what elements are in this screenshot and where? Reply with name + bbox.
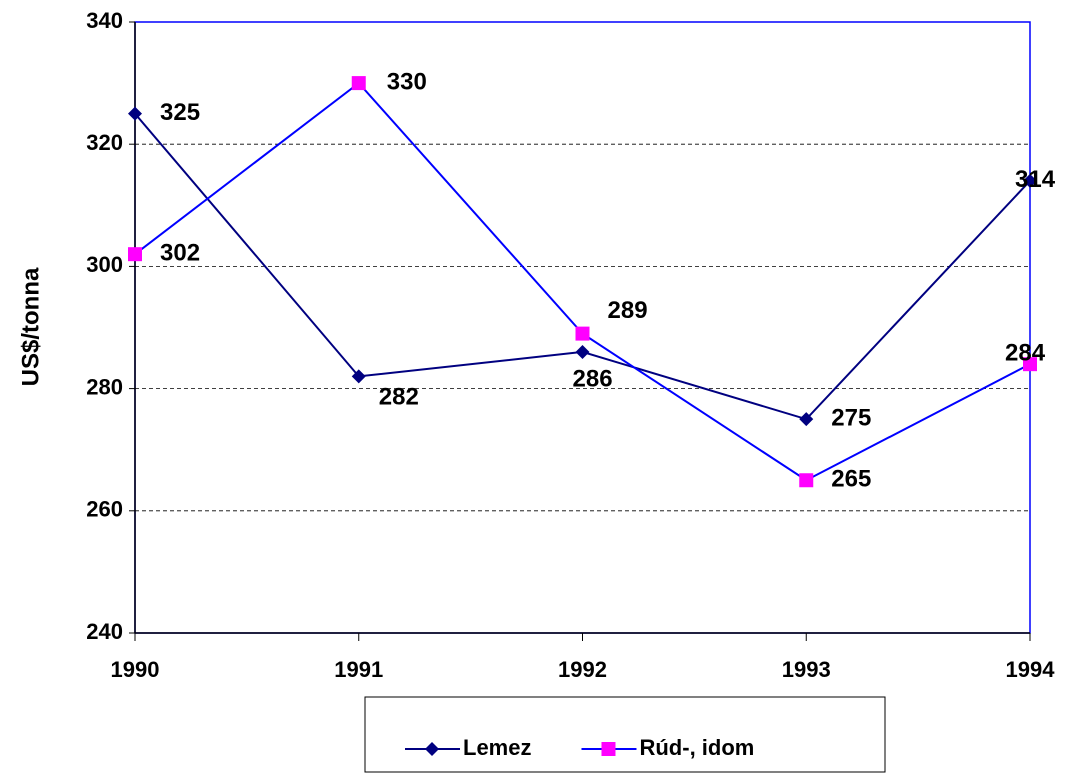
y-tick-label: 340	[86, 8, 123, 33]
x-tick-label: 1994	[1006, 657, 1056, 682]
x-tick-label: 1992	[558, 657, 607, 682]
data-label: 289	[608, 297, 648, 324]
data-label: 265	[831, 466, 871, 493]
y-tick-label: 260	[86, 497, 123, 522]
data-label: 314	[1015, 166, 1056, 193]
data-label: 330	[387, 68, 427, 95]
marker	[128, 106, 142, 121]
marker	[601, 742, 616, 756]
legend	[364, 696, 886, 773]
y-tick-label: 300	[86, 252, 123, 277]
x-tick-label: 1990	[111, 657, 160, 682]
y-tick-label: 320	[86, 130, 123, 155]
marker	[799, 412, 814, 427]
marker	[351, 369, 366, 384]
marker	[1023, 173, 1037, 188]
y-tick-label: 240	[86, 619, 123, 644]
marker	[575, 344, 590, 359]
data-label: 286	[573, 365, 613, 392]
y-axis-label: US$/tonna	[17, 267, 44, 386]
x-tick-label: 1991	[334, 657, 383, 682]
y-tick-label: 280	[86, 374, 123, 399]
data-label: 325	[160, 99, 200, 126]
marker	[575, 326, 590, 341]
data-label: 302	[160, 240, 200, 267]
marker	[425, 742, 439, 756]
marker	[128, 247, 142, 262]
data-label: 284	[1005, 340, 1046, 367]
marker	[351, 76, 366, 91]
data-label: 275	[831, 404, 871, 431]
x-tick-label: 1993	[782, 657, 831, 682]
data-label: 282	[379, 384, 419, 411]
marker	[1023, 357, 1037, 372]
legend-label: Lemez	[463, 735, 531, 760]
marker	[799, 473, 814, 488]
legend-label: Rúd-, idom	[639, 735, 754, 760]
